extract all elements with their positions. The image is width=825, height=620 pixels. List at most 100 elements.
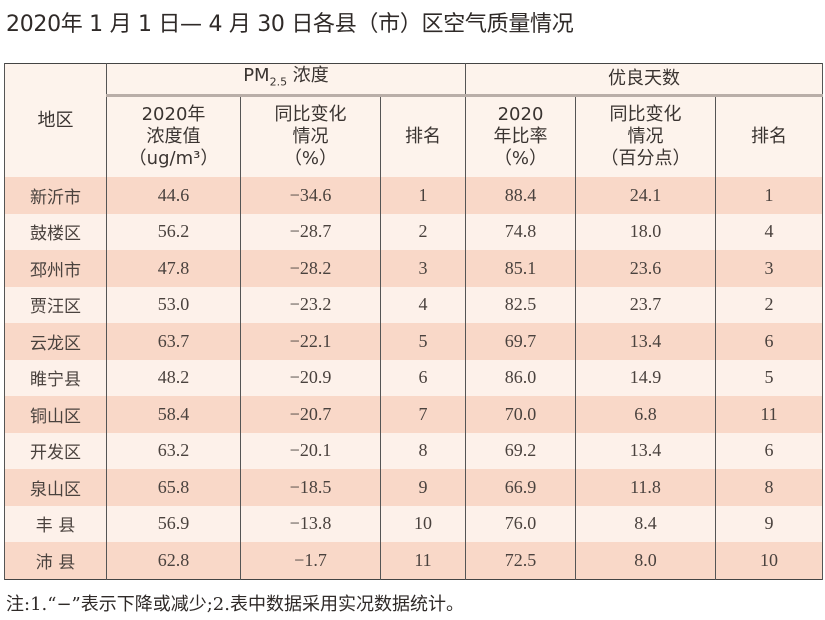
- cell-good-rate: 70.0: [465, 396, 576, 433]
- cell-good-rank: 6: [714, 432, 824, 469]
- table-row: 沛 县 62.8 −1.7 11 72.5 8.0 10: [4, 542, 824, 579]
- table-row: 丰 县 56.9 −13.8 10 76.0 8.4 9: [4, 505, 824, 542]
- cell-pm-change: −20.7: [240, 396, 381, 433]
- footnote: 注:1.“−”表示下降或减少;2.表中数据采用实况数据统计。: [6, 594, 464, 615]
- cell-pm-change: −20.1: [240, 432, 381, 469]
- cell-region: 铜山区: [4, 396, 107, 433]
- table-row: 鼓楼区 56.2 −28.7 2 74.8 18.0 4: [4, 213, 824, 250]
- cell-region: 泉山区: [4, 469, 107, 506]
- cell-pm-change: −28.7: [240, 213, 381, 250]
- cell-good-rate: 69.7: [465, 323, 576, 360]
- cell-region: 新沂市: [4, 177, 107, 214]
- table-row: 睢宁县 48.2 −20.9 6 86.0 14.9 5: [4, 359, 824, 396]
- cell-pm-value: 63.7: [106, 323, 241, 360]
- header-pm-value: 2020年 浓度值 （ug/m³）: [106, 95, 241, 177]
- cell-pm-change: −18.5: [240, 469, 381, 506]
- cell-pm-value: 44.6: [106, 177, 241, 214]
- cell-good-change: 18.0: [575, 213, 716, 250]
- cell-region: 邳州市: [4, 250, 107, 287]
- cell-good-change: 11.8: [575, 469, 716, 506]
- cell-pm-rank: 6: [380, 359, 466, 396]
- cell-good-rank: 8: [714, 469, 824, 506]
- cell-region: 贾汪区: [4, 286, 107, 323]
- cell-good-rank: 6: [714, 323, 824, 360]
- cell-good-rank: 11: [714, 396, 824, 433]
- cell-pm-change: −1.7: [240, 542, 381, 579]
- cell-pm-value: 65.8: [106, 469, 241, 506]
- table-row: 铜山区 58.4 −20.7 7 70.0 6.8 11: [4, 396, 824, 433]
- cell-pm-value: 53.0: [106, 286, 241, 323]
- cell-good-change: 23.6: [575, 250, 716, 287]
- cell-region: 沛 县: [4, 542, 107, 579]
- cell-good-change: 13.4: [575, 323, 716, 360]
- cell-pm-change: −28.2: [240, 250, 381, 287]
- cell-good-rate: 88.4: [465, 177, 576, 214]
- cell-good-change: 23.7: [575, 286, 716, 323]
- cell-region: 丰 县: [4, 505, 107, 542]
- table-row: 开发区 63.2 −20.1 8 69.2 13.4 6: [4, 432, 824, 469]
- cell-good-rank: 4: [714, 213, 824, 250]
- header-good-rate: 2020 年比率 （%）: [465, 95, 576, 177]
- cell-good-rank: 10: [714, 542, 824, 579]
- header-region: 地区: [4, 63, 107, 177]
- cell-good-rank: 3: [714, 250, 824, 287]
- cell-good-rate: 85.1: [465, 250, 576, 287]
- cell-good-change: 13.4: [575, 432, 716, 469]
- header-good-change: 同比变化 情况 （百分点）: [575, 95, 716, 177]
- cell-region: 开发区: [4, 432, 107, 469]
- cell-pm-change: −22.1: [240, 323, 381, 360]
- cell-pm-value: 56.9: [106, 505, 241, 542]
- cell-good-rate: 82.5: [465, 286, 576, 323]
- cell-good-change: 8.4: [575, 505, 716, 542]
- air-quality-table: 地区 PM2.5 浓度 优良天数 2020年 浓度值 （ug/m³） 同比变化 情况（…: [4, 63, 824, 580]
- table-row: 新沂市 44.6 −34.6 1 88.4 24.1 1: [4, 177, 824, 214]
- header-pm25-group: PM2.5 浓度: [106, 63, 466, 97]
- cell-region: 鼓楼区: [4, 213, 107, 250]
- cell-pm-rank: 5: [380, 323, 466, 360]
- cell-pm-value: 62.8: [106, 542, 241, 579]
- cell-good-rate: 72.5: [465, 542, 576, 579]
- cell-good-rank: 9: [714, 505, 824, 542]
- cell-good-change: 24.1: [575, 177, 716, 214]
- cell-good-change: 6.8: [575, 396, 716, 433]
- cell-pm-value: 58.4: [106, 396, 241, 433]
- cell-good-rank: 1: [714, 177, 824, 214]
- header-pm-change: 同比变化 情况 （%）: [240, 95, 381, 177]
- cell-pm-value: 48.2: [106, 359, 241, 396]
- cell-pm-change: −13.8: [240, 505, 381, 542]
- cell-pm-value: 47.8: [106, 250, 241, 287]
- cell-good-rate: 74.8: [465, 213, 576, 250]
- cell-pm-rank: 4: [380, 286, 466, 323]
- cell-region: 睢宁县: [4, 359, 107, 396]
- cell-pm-rank: 1: [380, 177, 466, 214]
- cell-pm-rank: 9: [380, 469, 466, 506]
- cell-good-rate: 69.2: [465, 432, 576, 469]
- cell-pm-rank: 8: [380, 432, 466, 469]
- cell-pm-rank: 2: [380, 213, 466, 250]
- cell-good-rate: 66.9: [465, 469, 576, 506]
- cell-good-rate: 76.0: [465, 505, 576, 542]
- table-row: 云龙区 63.7 −22.1 5 69.7 13.4 6: [4, 323, 824, 360]
- table-row: 泉山区 65.8 −18.5 9 66.9 11.8 8: [4, 469, 824, 506]
- cell-good-rank: 2: [714, 286, 824, 323]
- header-good-rank: 排名: [714, 95, 824, 177]
- cell-good-rank: 5: [714, 359, 824, 396]
- cell-pm-rank: 10: [380, 505, 466, 542]
- cell-good-change: 8.0: [575, 542, 716, 579]
- table-row: 贾汪区 53.0 −23.2 4 82.5 23.7 2: [4, 286, 824, 323]
- cell-pm-change: −23.2: [240, 286, 381, 323]
- cell-pm-rank: 7: [380, 396, 466, 433]
- cell-good-change: 14.9: [575, 359, 716, 396]
- header-good-days-group: 优良天数: [464, 63, 824, 97]
- table-row: 邳州市 47.8 −28.2 3 85.1 23.6 3: [4, 250, 824, 287]
- cell-good-rate: 86.0: [465, 359, 576, 396]
- cell-pm-change: −34.6: [240, 177, 381, 214]
- cell-pm-rank: 11: [380, 542, 466, 579]
- cell-pm-rank: 3: [380, 250, 466, 287]
- cell-region: 云龙区: [4, 323, 107, 360]
- header-pm-rank: 排名: [380, 95, 466, 177]
- cell-pm-change: −20.9: [240, 359, 381, 396]
- cell-pm-value: 56.2: [106, 213, 241, 250]
- page-title: 2020年 1 月 1 日— 4 月 30 日各县（市）区空气质量情况: [6, 12, 574, 37]
- cell-pm-value: 63.2: [106, 432, 241, 469]
